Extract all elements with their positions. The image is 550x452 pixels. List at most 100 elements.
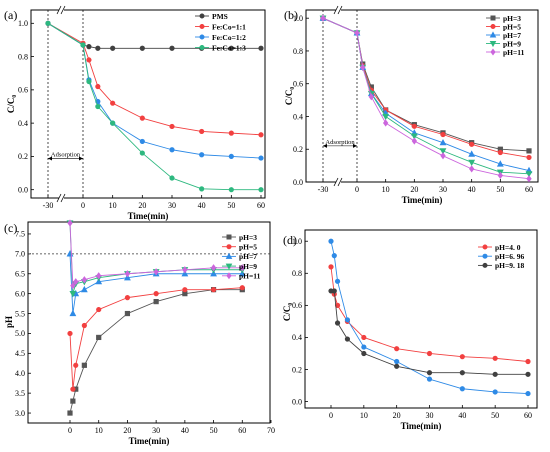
- data-point: [95, 45, 101, 51]
- y-tick-label: 3.5: [15, 389, 25, 398]
- x-tick-label: 0: [68, 426, 72, 435]
- x-tick-label: 0: [329, 411, 333, 420]
- x-tick-label: 30: [152, 426, 160, 435]
- x-tick-label: 20: [138, 201, 146, 210]
- data-point: [182, 287, 188, 293]
- data-point: [526, 175, 532, 183]
- data-point: [334, 320, 341, 326]
- data-point: [344, 336, 351, 342]
- data-point: [426, 350, 433, 357]
- axis-break-gap: [336, 6, 341, 14]
- series-line: [330, 241, 529, 395]
- data-point: [86, 57, 92, 63]
- series-line: [331, 290, 528, 375]
- data-point: [73, 278, 79, 286]
- data-point: [139, 115, 145, 121]
- data-point: [320, 14, 326, 22]
- axis-break-mark: [56, 193, 62, 203]
- x-tick-label: 40: [468, 185, 476, 194]
- data-point: [96, 272, 102, 280]
- series-line: [69, 222, 243, 295]
- data-point: [228, 153, 234, 160]
- data-point: [45, 20, 51, 26]
- series-line: [69, 253, 243, 314]
- y-tick-label: 0.4: [18, 119, 28, 128]
- data-point: [73, 362, 79, 368]
- adsorption-label: Adsorption: [51, 152, 81, 159]
- y-tick-label: 7.0: [15, 250, 25, 259]
- x-axis-label: Time(min): [128, 211, 169, 221]
- data-point: [334, 278, 341, 284]
- panel-label: (b): [284, 8, 298, 22]
- x-tick-label: 70: [267, 426, 275, 435]
- x-tick-label: 60: [238, 426, 246, 435]
- legend-marker: [226, 244, 232, 250]
- x-tick-label: -30: [318, 185, 329, 194]
- data-point: [80, 42, 86, 48]
- data-point: [81, 276, 88, 284]
- x-tick-label: 30: [426, 411, 434, 420]
- y-tick-label: 4.0: [15, 369, 25, 378]
- legend-label: PMS: [212, 12, 228, 21]
- data-point: [169, 123, 175, 130]
- data-point: [459, 354, 465, 360]
- legend-label: Fe:Co=1:2: [212, 33, 246, 42]
- x-tick-label: 10: [360, 411, 368, 420]
- series-1: [67, 287, 245, 416]
- plot-frame: [30, 9, 266, 199]
- legend-marker: [226, 272, 232, 280]
- x-tick-label: -30: [43, 201, 54, 210]
- data-point: [492, 355, 498, 361]
- y-tick-label: 0.6: [293, 80, 303, 89]
- series-2: [328, 238, 531, 397]
- series-line: [330, 266, 529, 362]
- data-point: [95, 83, 101, 90]
- x-tick-label: 10: [95, 426, 103, 435]
- data-point: [124, 310, 131, 317]
- data-point: [411, 137, 418, 145]
- legend-label: pH=11: [239, 272, 261, 281]
- x-tick-label: 10: [109, 201, 117, 210]
- data-point: [394, 358, 400, 365]
- y-tick-label: 1.0: [18, 19, 28, 28]
- data-point: [497, 171, 504, 180]
- x-tick-label: 50: [491, 411, 499, 420]
- data-point: [497, 149, 503, 156]
- series-5: [67, 219, 245, 290]
- plot-frame: [304, 229, 538, 409]
- adsorption-arrowhead: [79, 156, 83, 161]
- y-axis-label: pH: [4, 316, 14, 328]
- axis-break-mark: [333, 177, 339, 187]
- data-point: [239, 264, 245, 272]
- y-tick-label: 6.5: [15, 270, 25, 279]
- axis-break-mark: [56, 5, 62, 15]
- data-point: [69, 309, 77, 317]
- data-point: [258, 132, 264, 138]
- legend-marker: [489, 40, 497, 48]
- data-point: [210, 264, 217, 272]
- x-tick-label: 30: [168, 201, 176, 210]
- series-4: [66, 220, 246, 298]
- data-point: [526, 154, 532, 161]
- x-tick-label: 40: [458, 411, 466, 420]
- axis-break-gap: [336, 178, 341, 186]
- legend-marker: [199, 34, 205, 40]
- data-point: [81, 322, 87, 329]
- y-tick-label: 0.0: [293, 178, 303, 187]
- data-point: [110, 100, 116, 106]
- data-point: [81, 362, 87, 368]
- x-tick-label: 50: [210, 426, 218, 435]
- y-axis-label: C/C₀: [284, 87, 294, 105]
- data-point: [199, 152, 205, 158]
- data-point: [110, 120, 116, 126]
- data-point: [139, 45, 145, 51]
- legend-label: Fe:Co=1:3: [212, 43, 246, 52]
- series-line: [322, 17, 530, 152]
- data-point: [153, 299, 159, 305]
- data-point: [439, 138, 447, 146]
- data-point: [410, 133, 418, 140]
- data-point: [360, 63, 366, 71]
- legend-label: pH=3: [239, 233, 257, 242]
- data-point: [382, 119, 389, 127]
